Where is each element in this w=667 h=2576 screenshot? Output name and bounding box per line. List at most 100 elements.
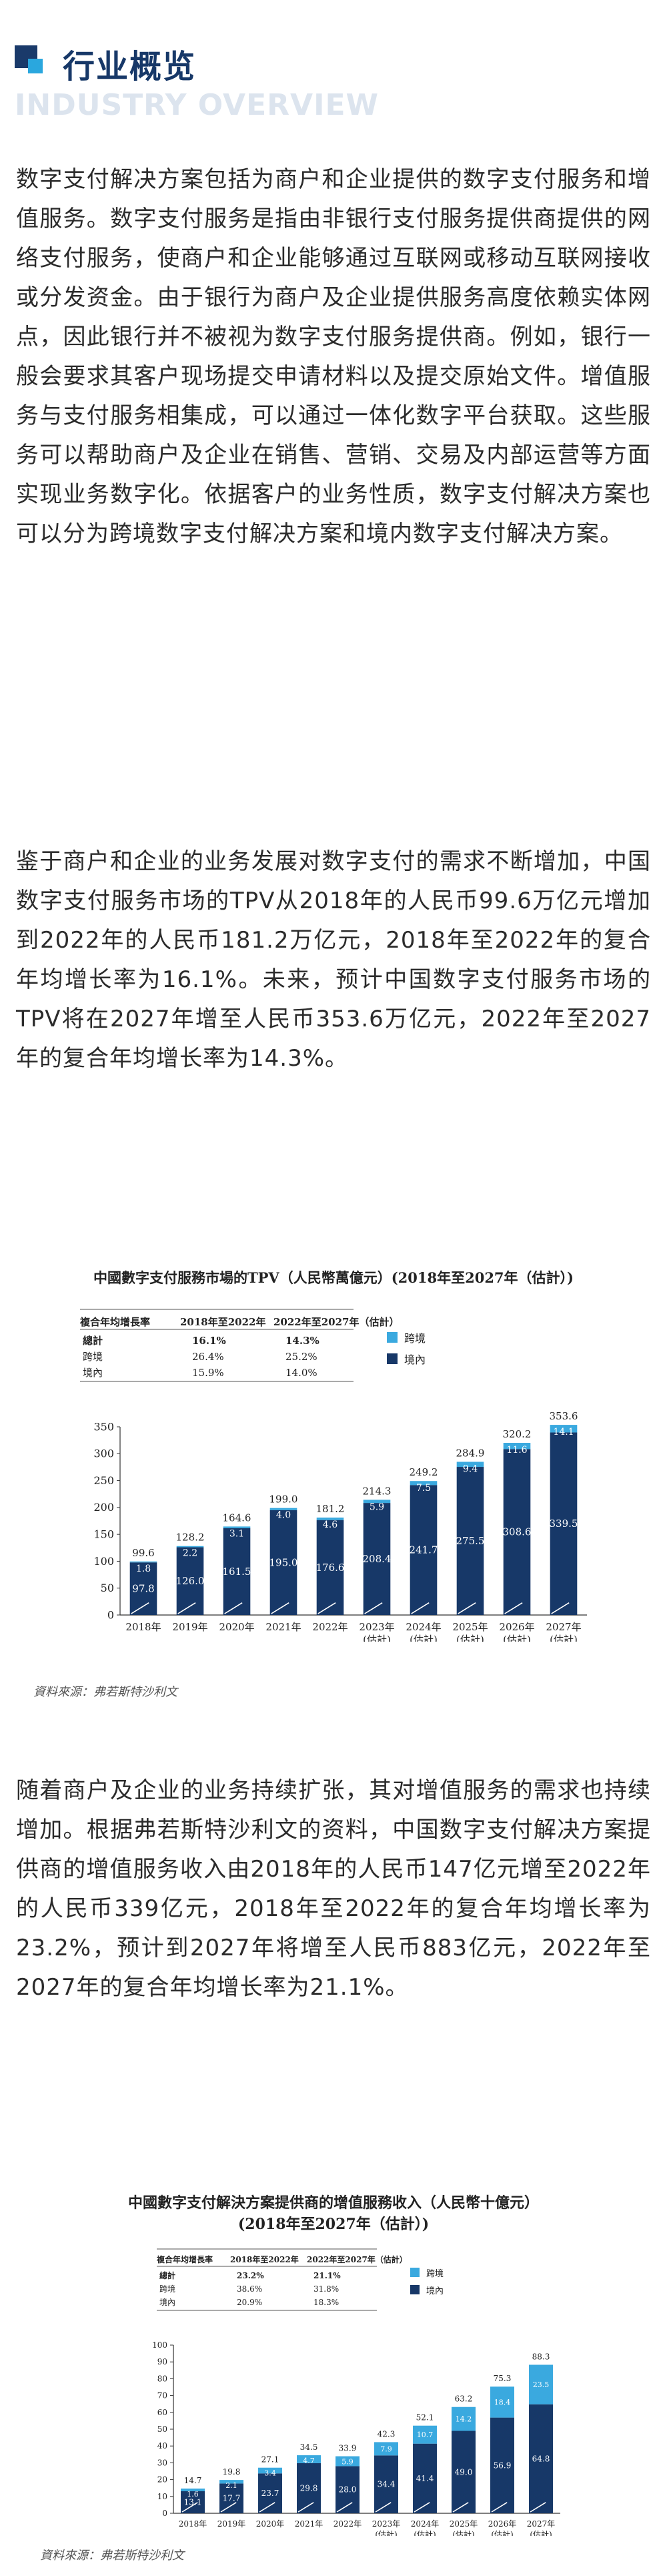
x-category-label: 2027年	[546, 1621, 581, 1633]
bar-cross-border	[219, 2480, 243, 2484]
bar-domestic	[503, 1449, 531, 1615]
bar-value-cross-border: 11.6	[506, 1445, 527, 1456]
legend-swatch-cross	[410, 2268, 420, 2277]
cagr-table-header: 2018年至2022年	[230, 2254, 299, 2264]
bar-value-cross-border: 4.0	[276, 1510, 291, 1521]
vas-revenue-chart: 中國數字支付解決方案提供商的增值服務收入（人民幣十億元） (2018年至2027年…	[128, 2194, 560, 2536]
bar-accent-line	[131, 1602, 149, 1614]
x-category-label: 2024年	[406, 1621, 441, 1633]
bar-value-cross-border: 18.4	[494, 2398, 511, 2406]
bar-accent-line	[411, 1602, 430, 1614]
bar-value-cross-border: 14.1	[553, 1427, 574, 1437]
x-category-label-suffix: (估計)	[410, 1634, 438, 1642]
bar-domestic	[550, 1432, 578, 1615]
bar-total-label: 128.2	[176, 1532, 205, 1544]
bar-domestic	[529, 2404, 553, 2513]
y-tick-label: 200	[93, 1501, 114, 1514]
bar-cross-border	[223, 1526, 251, 1528]
bar-cross-border	[490, 2386, 514, 2418]
bar-accent-line	[271, 1602, 289, 1614]
y-tick-label: 50	[101, 1582, 114, 1594]
paragraph-digital-payment-intro: 数字支付解决方案包括为商户和企业提供的数字支付服务和增值服务。数字支付服务是指由…	[16, 166, 651, 547]
bar-accent-line	[297, 2502, 314, 2513]
bar-cross-border	[374, 2442, 398, 2456]
cagr-table-header: 複合年均增長率	[79, 1316, 150, 1328]
x-category-label: 2022年	[312, 1621, 348, 1633]
bar-domestic	[413, 2443, 437, 2513]
bar-total-label: 14.7	[184, 2476, 202, 2485]
x-category-label: 2027年	[527, 2519, 556, 2529]
chart1-source: 資料來源：弗若斯特沙利文	[33, 1685, 177, 1699]
bar-cross-border	[363, 1500, 391, 1504]
cagr-table-cell: 31.8%	[313, 2284, 339, 2294]
bar-domestic	[456, 1467, 484, 1615]
bar-cross-border	[413, 2425, 437, 2444]
bar-value-domestic: 28.0	[339, 2485, 357, 2495]
bar-domestic	[490, 2417, 514, 2513]
cagr-table-header: 2022年至2027年（估計）	[273, 1316, 400, 1328]
paragraph-tpv-growth: 鉴于商户和企业的业务发展对数字支付的需求不断增加，中国数字支付服务市场的TPV从…	[16, 848, 651, 1072]
x-category-label: 2023年	[372, 2519, 401, 2529]
cagr-table-cell: 跨境	[159, 2284, 175, 2294]
x-category-label-suffix: (估計)	[456, 1634, 484, 1642]
bar-value-cross-border: 3.4	[264, 2469, 276, 2478]
bar-value-domestic: 126.0	[176, 1575, 205, 1587]
legend-label-cross: 跨境	[404, 1332, 426, 1345]
bar-value-domestic: 56.9	[494, 2461, 512, 2470]
x-category-label-suffix: (估計)	[452, 2529, 474, 2536]
x-category-label: 2020年	[219, 1621, 254, 1633]
bar-accent-line	[181, 2502, 198, 2513]
y-tick-label: 60	[157, 2408, 167, 2417]
cagr-table-cell: 總計	[83, 1335, 103, 1347]
legend-label-domestic: 境內	[426, 2286, 444, 2296]
bar-value-domestic: 241.7	[410, 1544, 438, 1556]
bar-value-domestic: 339.5	[550, 1518, 578, 1530]
cagr-table-cell: 25.2%	[285, 1351, 317, 1363]
bar-accent-line	[259, 2502, 275, 2513]
x-category-label: 2026年	[488, 2519, 517, 2529]
cagr-table-cell: 20.9%	[237, 2298, 262, 2307]
x-category-label: 2024年	[411, 2519, 440, 2529]
bar-domestic	[219, 2483, 243, 2513]
bar-cross-border	[452, 2406, 476, 2431]
bar-cross-border	[336, 2456, 360, 2467]
bar-cross-border	[176, 1546, 204, 1548]
bar-value-cross-border: 7.5	[416, 1483, 431, 1494]
bar-value-domestic: 49.0	[455, 2467, 473, 2477]
bar-accent-line	[491, 2502, 508, 2513]
bar-value-cross-border: 1.8	[136, 1564, 151, 1574]
x-category-label: 2022年	[334, 2519, 362, 2529]
y-tick-label: 300	[93, 1447, 114, 1460]
bar-cross-border	[297, 2455, 321, 2463]
bar-value-domestic: 64.8	[532, 2454, 550, 2463]
bar-value-cross-border: 2.1	[225, 2481, 237, 2490]
y-tick-label: 150	[93, 1528, 114, 1540]
bar-domestic	[363, 1503, 391, 1615]
bar-value-domestic: 308.6	[503, 1526, 532, 1538]
bar-total-label: 199.0	[269, 1494, 298, 1506]
bar-domestic	[223, 1528, 251, 1615]
bar-total-label: 27.1	[261, 2455, 279, 2465]
cagr-table-cell: 38.6%	[237, 2284, 262, 2294]
bar-value-cross-border: 9.4	[463, 1464, 478, 1474]
x-category-label: 2021年	[295, 2519, 323, 2529]
bar-value-domestic: 17.7	[223, 2494, 241, 2503]
bar-accent-line	[336, 2502, 353, 2513]
x-category-label: 2018年	[179, 2519, 207, 2529]
cagr-table-cell: 21.1%	[313, 2271, 341, 2280]
bar-value-cross-border: 5.9	[342, 2458, 354, 2467]
bar-accent-line	[452, 2502, 469, 2513]
bar-value-cross-border: 5.9	[370, 1502, 384, 1512]
bar-value-domestic: 13.1	[184, 2497, 202, 2507]
x-category-label-suffix: (估計)	[530, 2529, 552, 2536]
y-tick-label: 30	[157, 2458, 167, 2467]
bar-total-label: 214.3	[363, 1485, 392, 1497]
x-category-label-suffix: (估計)	[414, 2529, 436, 2536]
bar-total-label: 88.3	[532, 2352, 550, 2361]
cagr-table-cell: 15.9%	[192, 1367, 224, 1379]
cagr-table-cell: 18.3%	[313, 2298, 339, 2307]
bar-total-label: 320.2	[503, 1428, 532, 1440]
y-tick-label: 10	[157, 2492, 167, 2501]
bar-value-domestic: 195.0	[269, 1556, 298, 1568]
bar-domestic	[452, 2431, 476, 2513]
